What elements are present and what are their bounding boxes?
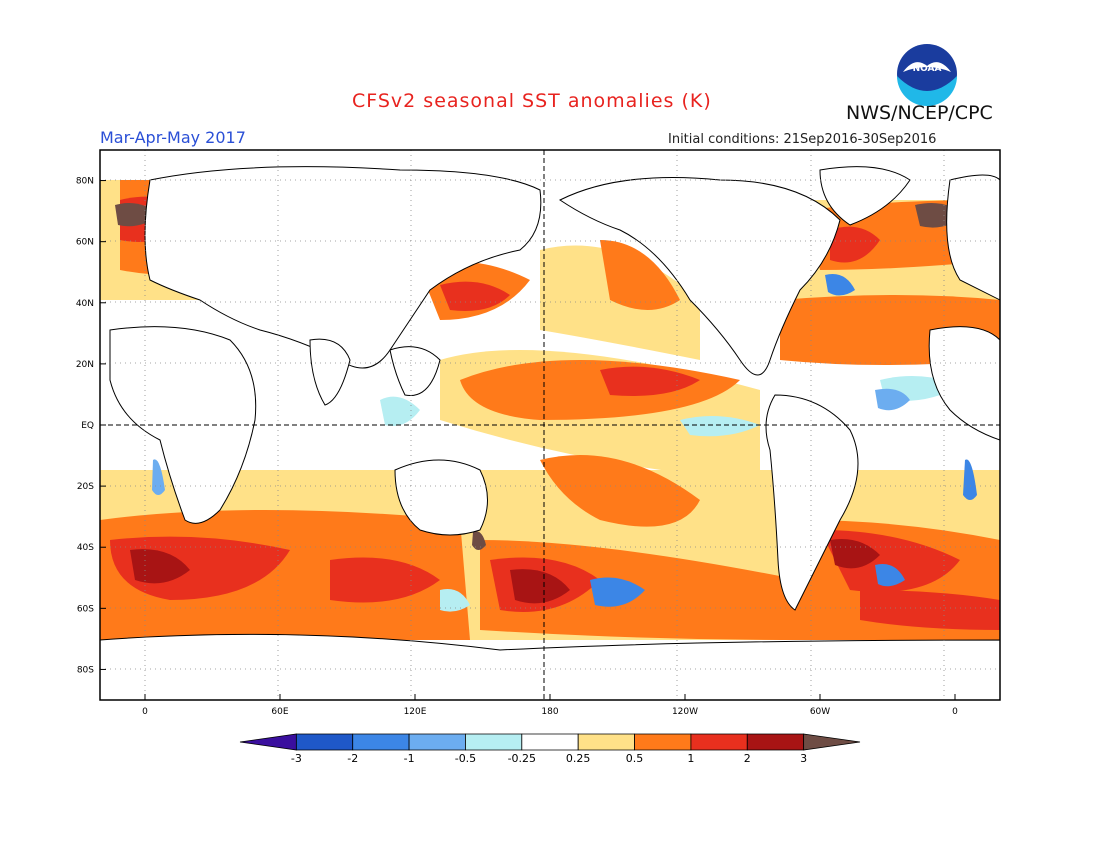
north-america: [559, 177, 841, 376]
colorbar-label: -0.5: [455, 752, 476, 765]
lon-tick-label: 0: [952, 707, 958, 717]
graticule: [100, 150, 1000, 700]
colorbar-label: 0.5: [626, 752, 644, 765]
colorbar-swatch: [465, 733, 523, 751]
colorbar-swatch: [295, 733, 354, 751]
continents: [100, 166, 1000, 700]
colorbar-label: -2: [347, 752, 358, 765]
lat-tick-label: 40S: [77, 543, 94, 553]
noaa-logo-text: NOAA: [913, 64, 942, 74]
season-label: Mar-Apr-May 2017: [100, 128, 246, 147]
colorbar-label: 1: [687, 752, 694, 765]
eurasia-east: [946, 174, 1000, 301]
lat-tick-label: 20N: [76, 360, 94, 370]
colorbar-label: -1: [404, 752, 415, 765]
antarctica: [100, 633, 1000, 700]
map-title: CFSv2 seasonal SST anomalies (K): [352, 90, 712, 112]
lat-tick-label: EQ: [81, 421, 94, 431]
colorbar-swatch: [408, 733, 466, 751]
colorbar-label: -0.25: [508, 752, 536, 765]
south-america: [765, 394, 859, 611]
anomaly-field: [100, 180, 1000, 640]
lat-tick-label: 20S: [77, 482, 94, 492]
lat-tick-label: 60S: [77, 604, 94, 614]
lat-tick-label: 80N: [76, 177, 94, 187]
lon-tick-label: 120W: [672, 707, 698, 717]
colorbar-swatch: [803, 733, 861, 751]
lat-tick-label: 80S: [77, 665, 94, 675]
reference-lines: [100, 150, 1000, 700]
lat-tick-label: 60N: [76, 238, 94, 248]
initial-conditions-label: Initial conditions: 21Sep2016-30Sep2016: [668, 132, 937, 147]
latitude-axis: 80N 60N 40N 20N EQ 20S 40S 60S 80S: [76, 177, 106, 675]
colorbar-swatch: [746, 733, 805, 751]
agency-label: NWS/NCEP/CPC: [846, 102, 993, 124]
india: [309, 338, 351, 406]
lat-tick-label: 40N: [76, 299, 94, 309]
longitude-axis: 0 60E 120E 180 120W 60W 0: [142, 694, 958, 717]
eurasia: [144, 166, 542, 369]
colorbar-swatch: [521, 733, 579, 751]
africa-east: [928, 326, 1000, 441]
colorbar-swatch: [577, 733, 635, 751]
colorbar-label: 2: [744, 752, 751, 765]
colorbar-swatch: [352, 733, 410, 751]
colorbar-label: 0.25: [566, 752, 591, 765]
lon-tick-label: 60E: [271, 707, 288, 717]
southeast-asia: [389, 346, 441, 397]
colorbar-swatch: [634, 733, 692, 751]
colorbar-label: 3: [800, 752, 807, 765]
lon-tick-label: 120E: [404, 707, 427, 717]
lon-tick-label: 0: [142, 707, 148, 717]
lon-tick-label: 180: [541, 707, 558, 717]
colorbar-swatch: [239, 733, 297, 751]
australia: [394, 459, 488, 536]
colorbar-swatch: [690, 733, 748, 751]
colorbar-label: -3: [291, 752, 302, 765]
lon-tick-label: 60W: [810, 707, 830, 717]
greenland: [819, 166, 911, 226]
noaa-logo: NOAA: [897, 44, 957, 106]
